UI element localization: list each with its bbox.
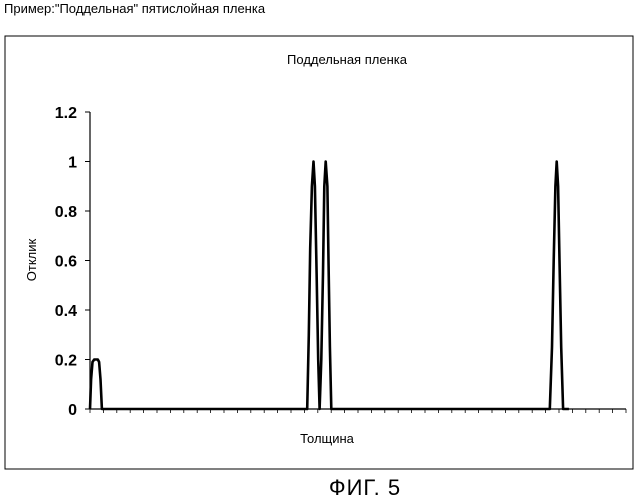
figure-caption: ФИГ. 5: [0, 475, 640, 501]
y-axis-label: Отклик: [24, 238, 39, 281]
x-axis-label: Толщина: [300, 431, 355, 446]
y-tick-label: 0.2: [55, 353, 77, 370]
y-axis-ticks: 0 0.2 0.4 0.6 0.8 1 1.2: [55, 105, 90, 419]
series-line-0: [90, 162, 569, 410]
y-tick-label: 0.6: [55, 254, 77, 271]
series-layer: [90, 162, 569, 410]
y-tick-label: 1.2: [55, 105, 77, 122]
y-tick-label: 0.4: [55, 303, 77, 320]
y-tick-label: 0.8: [55, 204, 77, 221]
y-tick-label: 0: [68, 402, 77, 419]
chart-title: Поддельная пленка: [287, 52, 408, 67]
y-tick-label: 1: [68, 155, 77, 172]
